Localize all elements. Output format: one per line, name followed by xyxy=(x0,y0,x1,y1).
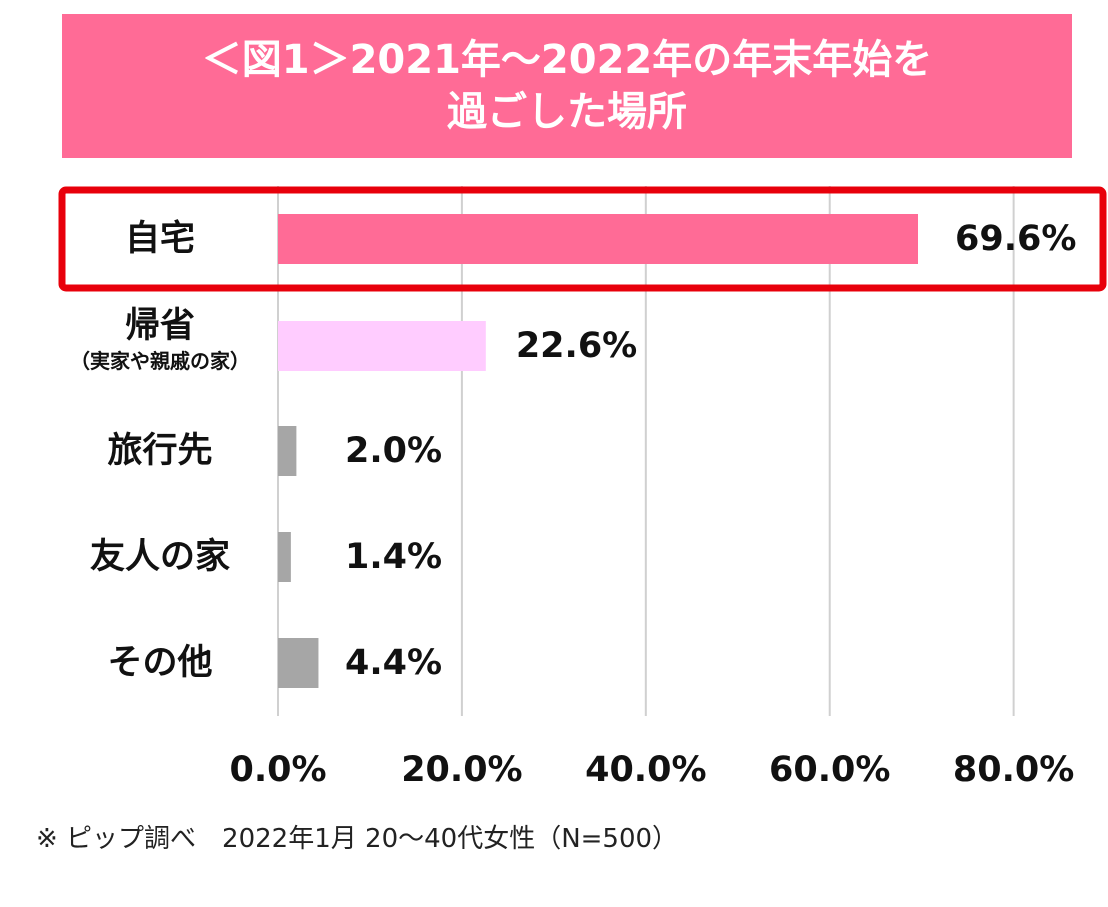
category-label-0: 自宅 xyxy=(124,219,195,259)
category-label-2: 旅行先 xyxy=(107,431,213,471)
tick-label-3: 60.0% xyxy=(769,750,891,790)
tick-label-0: 0.0% xyxy=(229,750,327,790)
bar-1 xyxy=(278,321,486,371)
value-label-4: 4.4% xyxy=(345,643,443,683)
bar-2 xyxy=(278,426,297,476)
bar-4 xyxy=(278,638,319,688)
category-sublabel-1: （実家や親戚の家） xyxy=(70,349,250,373)
value-label-1: 22.6% xyxy=(515,326,638,366)
bar-0 xyxy=(278,214,918,264)
bar-3 xyxy=(278,532,291,582)
tick-label-4: 80.0% xyxy=(952,750,1075,790)
chart-title-line-2: 過ごした場所 xyxy=(447,89,687,135)
value-label-2: 2.0% xyxy=(345,431,443,471)
value-label-3: 1.4% xyxy=(345,537,443,577)
chart-title-line-1: ＜図1＞2021年～2022年の年末年始を xyxy=(201,37,933,83)
highlight-box xyxy=(58,186,1107,292)
footnote: ※ ピップ調べ 2022年1月 20～40代女性（N=500） xyxy=(36,824,679,854)
chart-title-banner: ＜図1＞2021年～2022年の年末年始を 過ごした場所 xyxy=(62,14,1072,158)
category-label-3: 友人の家 xyxy=(89,537,230,577)
category-label-1: 帰省 xyxy=(124,306,195,346)
value-label-0: 69.6% xyxy=(955,219,1077,259)
tick-label-2: 40.0% xyxy=(585,750,707,790)
category-label-4: その他 xyxy=(107,643,213,683)
tick-label-1: 20.0% xyxy=(401,750,523,790)
